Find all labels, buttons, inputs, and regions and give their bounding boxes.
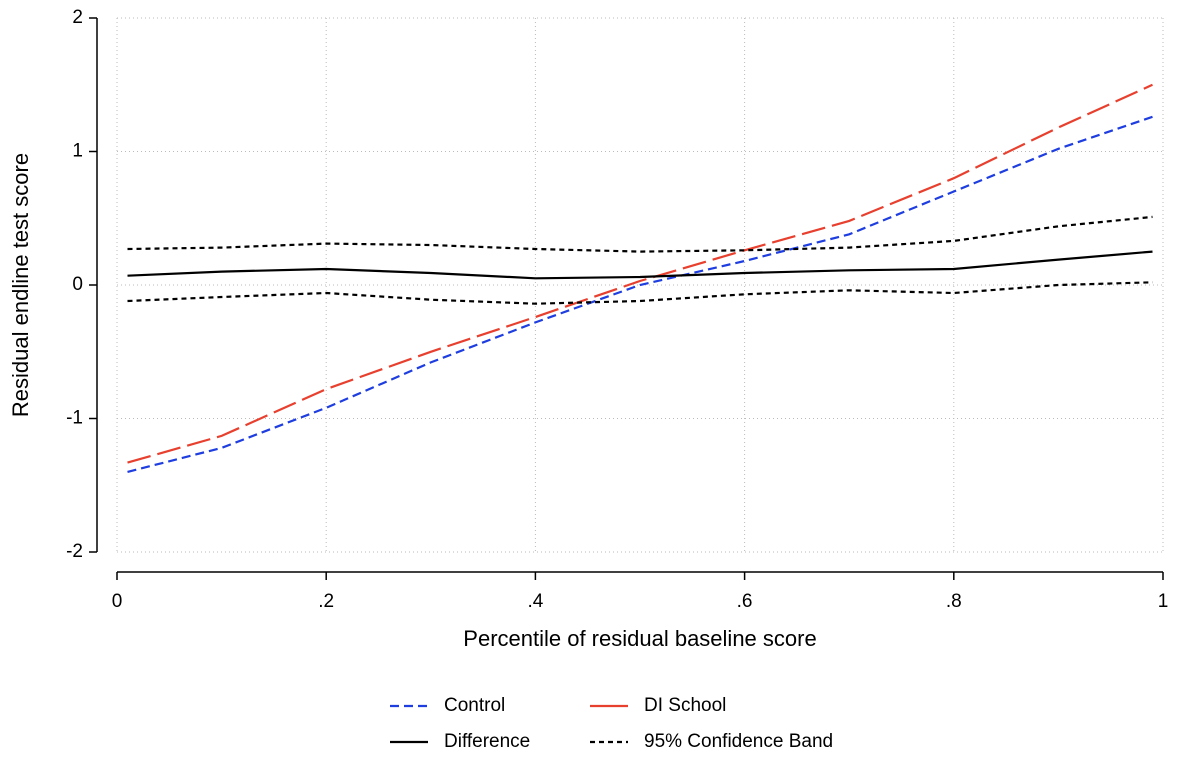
y-tick-label: 0 (72, 274, 83, 295)
legend-label: DI School (644, 695, 726, 716)
series-line (127, 250, 1153, 280)
legend-label: 95% Confidence Band (644, 731, 833, 752)
series-line (127, 215, 1153, 253)
y-tick-label: -1 (66, 408, 83, 429)
x-tick-label: .2 (318, 591, 334, 612)
y-tick-label: 2 (72, 7, 83, 28)
y-axis-title: Residual endline test score (8, 153, 33, 417)
series-line (127, 83, 1153, 464)
x-tick-label: .6 (737, 591, 753, 612)
series-line (127, 115, 1153, 473)
x-tick-label: 1 (1158, 591, 1169, 612)
x-axis-title: Percentile of residual baseline score (463, 626, 816, 651)
y-tick-label: 1 (72, 141, 83, 162)
x-tick-label: 0 (112, 591, 123, 612)
series-line (127, 281, 1153, 305)
x-tick-label: .4 (527, 591, 543, 612)
legend-label: Difference (444, 731, 530, 752)
x-tick-label: .8 (946, 591, 962, 612)
legend-label: Control (444, 695, 505, 716)
y-tick-label: -2 (66, 541, 83, 562)
